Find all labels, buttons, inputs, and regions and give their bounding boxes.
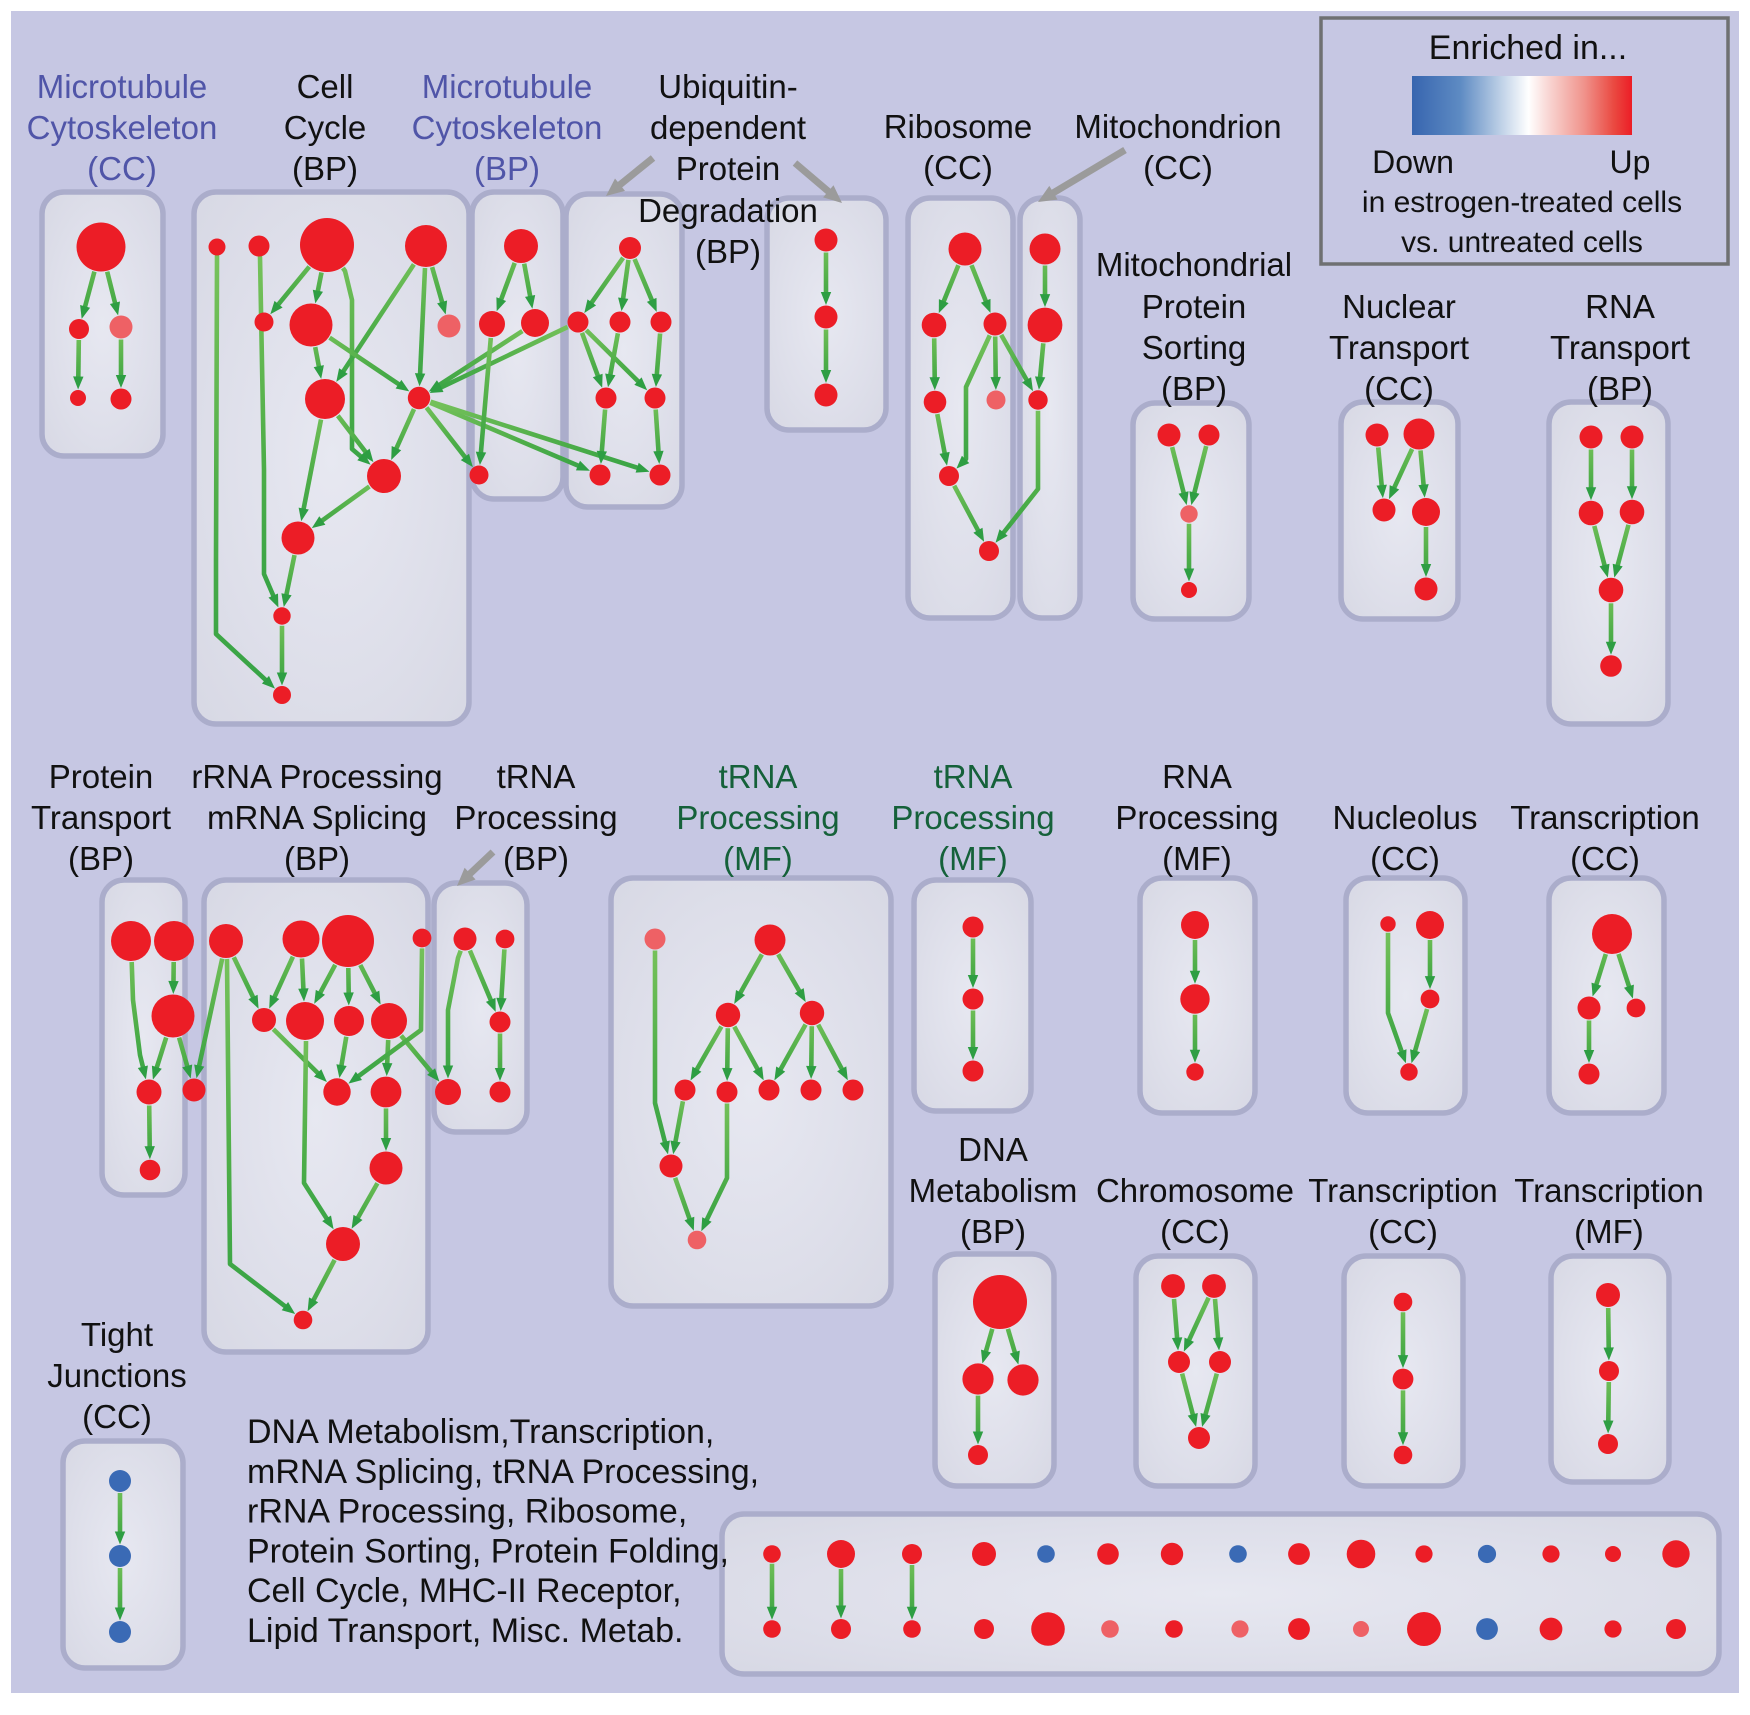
svg-text:(MF): (MF) [938,840,1008,877]
svg-text:(BP): (BP) [1161,370,1227,407]
svg-text:Down: Down [1372,144,1454,180]
svg-text:Transport: Transport [1550,329,1690,366]
svg-text:Processing: Processing [676,799,839,836]
svg-text:(CC): (CC) [1364,370,1434,407]
svg-text:Protein: Protein [676,150,781,187]
svg-text:Transcription: Transcription [1514,1172,1704,1209]
svg-text:(BP): (BP) [68,840,134,877]
svg-text:tRNA: tRNA [497,758,576,795]
svg-text:Lipid Transport, Misc. Metab.: Lipid Transport, Misc. Metab. [247,1612,684,1650]
svg-text:Cytoskeleton: Cytoskeleton [412,109,603,146]
svg-text:Microtubule: Microtubule [422,68,593,105]
svg-text:Microtubule: Microtubule [37,68,208,105]
svg-text:Up: Up [1610,144,1651,180]
svg-text:(BP): (BP) [284,840,350,877]
svg-text:RNA: RNA [1162,758,1232,795]
svg-text:(BP): (BP) [1587,370,1653,407]
svg-text:Junctions: Junctions [47,1357,186,1394]
svg-text:mRNA Splicing: mRNA Splicing [207,799,427,836]
svg-text:(CC): (CC) [1143,149,1213,186]
svg-text:tRNA: tRNA [719,758,798,795]
svg-text:Tight: Tight [81,1316,153,1353]
svg-text:Processing: Processing [454,799,617,836]
svg-text:(CC): (CC) [1570,840,1640,877]
svg-text:rRNA Processing: rRNA Processing [191,758,442,795]
svg-text:Cytoskeleton: Cytoskeleton [27,109,218,146]
svg-text:Transport: Transport [31,799,171,836]
svg-text:Protein Sorting, Protein Foldi: Protein Sorting, Protein Folding, [247,1532,729,1570]
svg-text:Processing: Processing [891,799,1054,836]
svg-text:Ribosome: Ribosome [884,108,1033,145]
svg-text:Nucleolus: Nucleolus [1333,799,1478,836]
svg-text:RNA: RNA [1585,288,1655,325]
svg-text:(MF): (MF) [1574,1213,1644,1250]
svg-text:(CC): (CC) [1160,1213,1230,1250]
svg-text:Metabolism: Metabolism [909,1172,1078,1209]
svg-text:(CC): (CC) [1368,1213,1438,1250]
svg-text:Degradation: Degradation [638,192,818,229]
svg-text:Protein: Protein [1142,288,1247,325]
svg-text:dependent: dependent [650,109,806,146]
svg-text:(BP): (BP) [960,1213,1026,1250]
svg-text:Protein: Protein [49,758,154,795]
svg-text:(BP): (BP) [695,233,761,270]
svg-text:rRNA Processing, Ribosome,: rRNA Processing, Ribosome, [247,1493,687,1531]
svg-text:Cycle: Cycle [284,109,367,146]
svg-text:Chromosome: Chromosome [1096,1172,1294,1209]
svg-text:Cell Cycle, MHC-II Receptor,: Cell Cycle, MHC-II Receptor, [247,1572,682,1610]
svg-text:(MF): (MF) [1162,840,1232,877]
svg-text:(CC): (CC) [87,150,157,187]
svg-text:(CC): (CC) [82,1398,152,1435]
svg-text:(BP): (BP) [474,150,540,187]
svg-text:in estrogen-treated cells: in estrogen-treated cells [1362,186,1682,219]
svg-text:Nuclear: Nuclear [1342,288,1456,325]
svg-text:Cell: Cell [297,68,354,105]
svg-text:(BP): (BP) [503,840,569,877]
svg-text:Processing: Processing [1115,799,1278,836]
svg-text:vs. untreated cells: vs. untreated cells [1401,226,1643,259]
svg-text:(CC): (CC) [923,149,993,186]
svg-text:Mitochondrial: Mitochondrial [1096,246,1292,283]
svg-text:tRNA: tRNA [934,758,1013,795]
svg-text:Transport: Transport [1329,329,1469,366]
svg-text:Transcription: Transcription [1510,799,1700,836]
svg-text:Ubiquitin-: Ubiquitin- [658,68,797,105]
svg-text:(CC): (CC) [1370,840,1440,877]
svg-text:(MF): (MF) [723,840,793,877]
svg-text:Enriched in...: Enriched in... [1429,29,1627,67]
svg-text:Mitochondrion: Mitochondrion [1074,108,1281,145]
svg-text:mRNA Splicing, tRNA Processing: mRNA Splicing, tRNA Processing, [247,1453,759,1491]
svg-text:DNA Metabolism,Transcription,: DNA Metabolism,Transcription, [247,1413,714,1451]
svg-text:Sorting: Sorting [1142,329,1247,366]
svg-text:Transcription: Transcription [1308,1172,1498,1209]
svg-text:DNA: DNA [958,1131,1028,1168]
svg-text:(BP): (BP) [292,150,358,187]
